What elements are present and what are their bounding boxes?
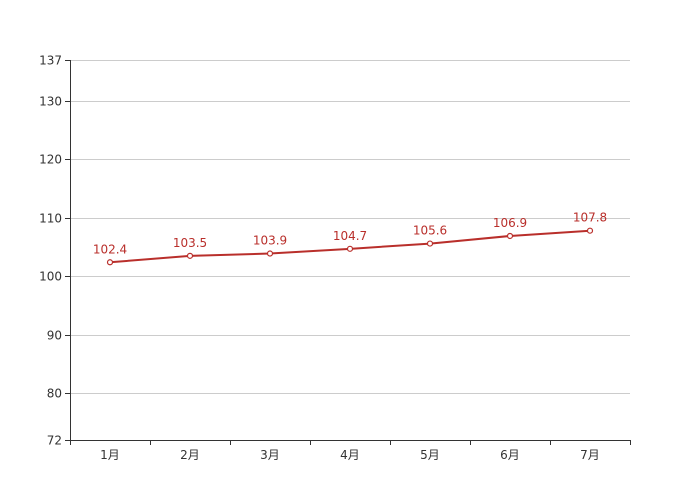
data-label: 107.8 — [573, 211, 607, 225]
data-point[interactable] — [266, 250, 274, 257]
data-point[interactable] — [186, 252, 194, 259]
y-tick-label: 90 — [47, 329, 62, 343]
axis-layer: 72 80 90 100 110 120 130 137 1月 2月 3月 4月 5月 6月 7月 — [39, 54, 631, 462]
x-tick-label: 7月 — [580, 448, 600, 462]
y-tick-label: 80 — [47, 387, 62, 401]
x-tick-label: 5月 — [420, 448, 440, 462]
y-tick-label: 137 — [39, 54, 62, 68]
data-label: 105.6 — [413, 224, 447, 238]
series-layer — [106, 227, 594, 266]
y-tick-label: 120 — [39, 153, 62, 167]
y-tick-label: 130 — [39, 95, 62, 109]
x-tick-label: 6月 — [500, 448, 520, 462]
data-point[interactable] — [506, 232, 514, 240]
data-point[interactable] — [346, 245, 354, 252]
x-tick-label: 1月 — [100, 448, 120, 462]
data-label: 103.9 — [253, 234, 287, 248]
y-tick-label: 100 — [39, 270, 62, 284]
x-tick-label: 4月 — [340, 448, 360, 462]
data-label: 104.7 — [333, 229, 367, 243]
data-label: 103.5 — [173, 236, 207, 250]
data-point[interactable] — [426, 240, 434, 247]
data-point[interactable] — [106, 259, 114, 266]
data-label: 102.4 — [93, 242, 127, 256]
x-tick-label: 2月 — [180, 448, 200, 462]
y-tick-label: 110 — [39, 212, 62, 226]
data-point[interactable] — [586, 227, 594, 234]
grid-layer — [70, 60, 630, 394]
label-layer: 102.4 103.5 103.9 104.7 105.6 106.9 107.8 — [93, 211, 607, 257]
data-label: 106.9 — [493, 216, 527, 230]
y-tick-label: 72 — [47, 434, 62, 448]
x-tick-label: 3月 — [260, 448, 280, 462]
